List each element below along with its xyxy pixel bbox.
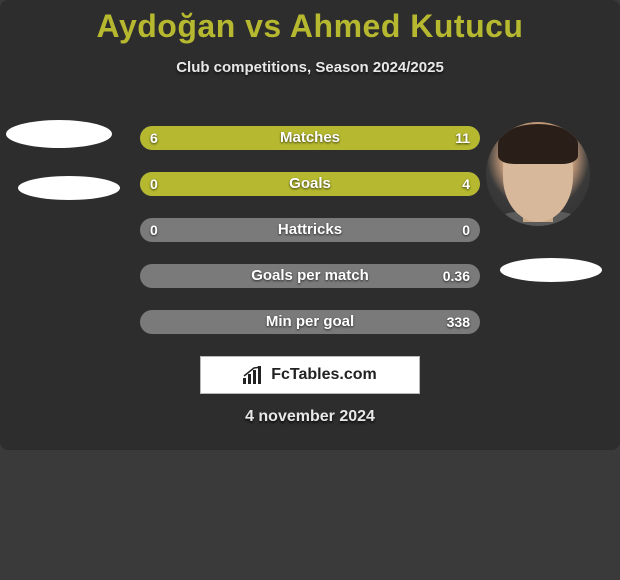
stat-row: 338Min per goal xyxy=(140,310,480,334)
avatar-hair xyxy=(498,124,578,164)
stat-label: Goals xyxy=(140,172,480,196)
decor-ellipse xyxy=(500,258,602,282)
stat-label: Matches xyxy=(140,126,480,150)
stat-label: Min per goal xyxy=(140,310,480,334)
stat-label: Goals per match xyxy=(140,264,480,288)
player-right-avatar xyxy=(486,122,590,226)
stat-row: 0.36Goals per match xyxy=(140,264,480,288)
decor-ellipse xyxy=(18,176,120,200)
stat-row: 611Matches xyxy=(140,126,480,150)
stat-row: 00Hattricks xyxy=(140,218,480,242)
chart-icon xyxy=(243,366,265,384)
decor-ellipse xyxy=(6,120,112,148)
brand-box[interactable]: FcTables.com xyxy=(200,356,420,394)
stat-bars: 611Matches 04Goals 00Hattricks 0.36Goals pe… xyxy=(140,126,480,356)
date-text: 4 november 2024 xyxy=(0,408,620,426)
subtitle: Club competitions, Season 2024/2025 xyxy=(0,59,620,76)
brand-text: FcTables.com xyxy=(271,366,377,384)
stat-label: Hattricks xyxy=(140,218,480,242)
comparison-card: Aydoğan vs Ahmed Kutucu Club competition… xyxy=(0,0,620,450)
stat-row: 04Goals xyxy=(140,172,480,196)
vs-title: Aydoğan vs Ahmed Kutucu xyxy=(0,8,620,45)
